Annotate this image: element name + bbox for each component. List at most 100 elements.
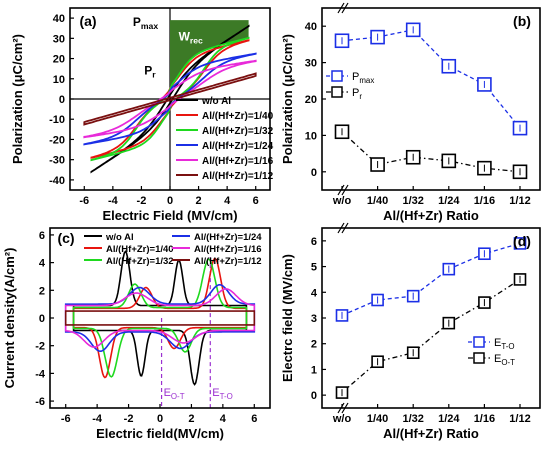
y-tick-label: 4 <box>39 258 46 270</box>
legend-swatch-marker <box>473 352 485 364</box>
x-tick-label: -4 <box>108 195 119 207</box>
x-tick-label: 0 <box>167 195 173 207</box>
y-tick-label: 3 <box>311 313 317 325</box>
legend-label: Al/(Hf+Zr)=1/12 <box>194 256 262 267</box>
e-ot-annotation: EO-T <box>164 387 185 401</box>
x-tick-label: 0 <box>157 413 163 425</box>
x-tick-label: 1/32 <box>402 195 423 207</box>
x-tick-label: -2 <box>137 195 147 207</box>
wrec-area <box>170 20 249 90</box>
e-to-annotation: ET-O <box>212 387 233 401</box>
y-tick-label: -6 <box>35 396 45 408</box>
wrec-annotation-main: W <box>179 29 191 43</box>
x-tick-label: -6 <box>61 413 71 425</box>
y-tick-label: 30 <box>53 33 65 45</box>
axis-break <box>341 184 349 196</box>
axis-break <box>337 184 345 196</box>
series-0-loop <box>90 24 250 174</box>
x-tick-label: 1/16 <box>474 413 495 425</box>
y-tick-label: -30 <box>49 155 65 167</box>
y-tick-label: 0 <box>311 390 317 402</box>
x-tick-label: 4 <box>220 413 227 425</box>
legend-label-sub: max <box>359 76 374 85</box>
legend-label: EO-T <box>494 353 515 367</box>
panel-label: (d) <box>513 233 531 249</box>
legend-label-main: E <box>494 353 501 365</box>
x-tick-label: 1/40 <box>367 413 388 425</box>
y-tick-label: 4 <box>311 287 318 299</box>
y-tick-label: 30 <box>305 58 317 70</box>
y-tick-label: 10 <box>305 130 317 142</box>
legend-swatch-marker <box>331 86 343 98</box>
legend-label: Pr <box>352 87 362 101</box>
panel-a-plot <box>70 8 270 190</box>
e-to-annotation-sub: T-O <box>220 392 233 401</box>
legend-label: Al/(Hf+Zr)=1/24 <box>202 141 274 152</box>
y-tick-label: 40 <box>305 21 317 33</box>
pr-annotation-main: P <box>144 64 152 78</box>
series-1-line <box>341 131 521 173</box>
axis-break <box>341 2 349 14</box>
x-tick-label: w/o <box>332 195 352 207</box>
series-4-loop <box>64 288 256 348</box>
x-tick-label: -2 <box>124 413 134 425</box>
plot-frame <box>49 227 271 409</box>
y-tick-label: -40 <box>49 175 65 187</box>
x-tick-label: 1/32 <box>402 413 423 425</box>
series-5-loop <box>83 72 257 126</box>
panel-d: w/o 1/40 1/32 1/24 1/16 1/120123456ET-OEO-T(d… <box>280 222 541 441</box>
x-tick-label: -4 <box>92 413 103 425</box>
y-tick-label: 20 <box>53 54 65 66</box>
y-tick-label: -20 <box>49 134 65 146</box>
panel-label: (a) <box>79 13 96 29</box>
y-tick-label: 40 <box>53 13 65 25</box>
panel-c-plot <box>64 250 256 408</box>
series-1-loop <box>72 257 248 379</box>
x-axis-label: Al/(Hf+Zr) Ratio <box>383 208 479 223</box>
series-3-loop <box>83 52 257 146</box>
x-axis-label: Electric field(MV/cm) <box>96 426 224 441</box>
e-ot-annotation-main: E <box>164 387 171 399</box>
x-axis-label: Electric Field (MV/cm) <box>102 208 237 223</box>
x-tick-label: 1/24 <box>438 413 460 425</box>
y-tick-label: -10 <box>49 114 65 126</box>
x-axis-label: Al/(Hf+Zr) Ratio <box>383 426 479 441</box>
y-tick-label: -2 <box>35 341 45 353</box>
legend-label: Al/(Hf+Zr)=1/32 <box>202 126 274 137</box>
pmax-annotation-sub: max <box>141 21 158 31</box>
x-tick-label: 2 <box>188 413 194 425</box>
y-tick-label: 6 <box>39 230 45 242</box>
x-tick-label: -6 <box>79 195 89 207</box>
e-to-annotation-main: E <box>212 387 219 399</box>
pr-annotation-sub: r <box>152 70 156 80</box>
series-5-loop <box>64 310 256 326</box>
y-axis-label: Polarization (μC/cm²) <box>10 34 25 164</box>
x-tick-label: 1/12 <box>509 413 530 425</box>
legend-label-main: P <box>352 87 359 99</box>
y-tick-label: 6 <box>311 236 317 248</box>
series-2-loop <box>90 36 250 162</box>
legend-label: Al/(Hf+Zr)=1/40 <box>106 244 174 255</box>
y-tick-label: 0 <box>39 313 45 325</box>
x-tick-label: 4 <box>224 195 231 207</box>
legend-label: w/o Al <box>201 96 231 107</box>
series-4-loop <box>83 59 257 139</box>
legend-label-main: E <box>494 337 501 349</box>
y-tick-label: 20 <box>305 94 317 106</box>
y-tick-label: 1 <box>311 364 317 376</box>
x-tick-label: 6 <box>251 413 257 425</box>
series-2-loop <box>72 258 248 378</box>
legend-label: w/o Al <box>105 232 134 243</box>
y-axis-label: Polarization (μC/cm²) <box>280 34 295 164</box>
series-3-loop <box>64 284 256 352</box>
y-tick-label: 2 <box>39 285 45 297</box>
panel-label: (c) <box>57 230 74 246</box>
x-tick-label: 1/40 <box>367 195 388 207</box>
legend-label-sub: r <box>359 92 362 101</box>
legend-label: Al/(Hf+Zr)=1/16 <box>202 156 274 167</box>
legend-label-main: P <box>352 71 359 83</box>
legend-swatch-marker <box>331 70 343 82</box>
wrec-annotation-sub: rec <box>190 35 203 45</box>
